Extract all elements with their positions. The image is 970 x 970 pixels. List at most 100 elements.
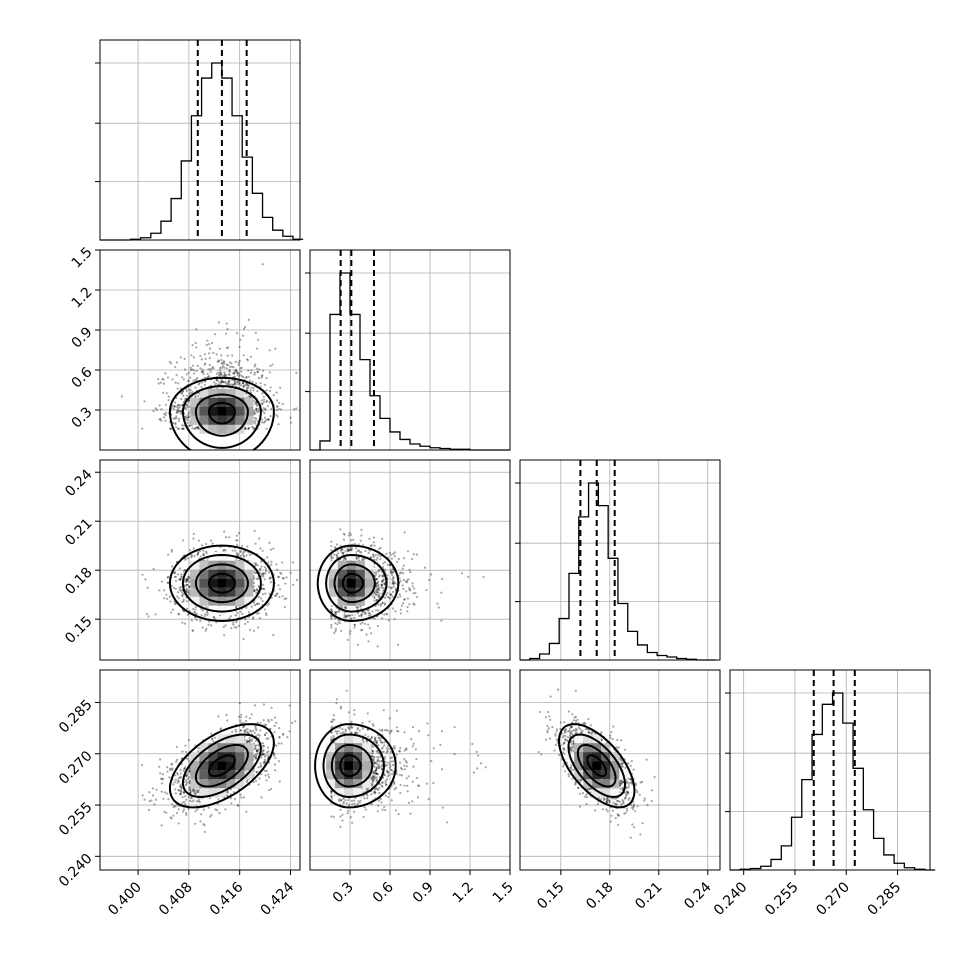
density-cell <box>217 388 227 398</box>
sample-point <box>373 590 376 593</box>
sample-point <box>244 426 247 429</box>
sample-point <box>239 367 242 370</box>
sample-point <box>386 596 389 599</box>
sample-point <box>187 578 190 582</box>
sample-point <box>229 615 232 618</box>
sample-point <box>225 322 228 325</box>
sample-point <box>386 592 389 595</box>
sample-point <box>377 584 380 587</box>
sample-point <box>381 537 384 540</box>
sample-point <box>166 597 169 601</box>
sample-point <box>265 400 268 403</box>
sample-point <box>236 383 239 386</box>
sample-point <box>402 602 405 605</box>
sample-point <box>378 592 381 595</box>
sample-point <box>253 589 256 593</box>
sample-point <box>277 742 280 745</box>
sample-point <box>352 538 355 541</box>
sample-point <box>158 765 161 768</box>
sample-point <box>390 587 393 590</box>
sample-point <box>223 373 226 376</box>
sample-point <box>169 427 172 430</box>
sample-point <box>196 791 199 794</box>
sample-point <box>278 588 282 591</box>
sample-point <box>261 600 264 603</box>
sample-point <box>184 397 187 400</box>
sample-point <box>264 592 267 595</box>
sample-point <box>236 371 239 375</box>
density-cell <box>199 415 209 425</box>
sample-point <box>330 608 333 611</box>
sample-point <box>342 551 345 554</box>
sample-point <box>249 371 252 375</box>
sample-point <box>361 613 364 616</box>
sample-point <box>408 587 411 590</box>
sample-point <box>262 400 265 403</box>
sample-point <box>270 787 273 791</box>
sample-point <box>346 548 349 551</box>
sample-point <box>227 373 230 376</box>
sample-point <box>235 552 238 555</box>
sample-point <box>254 564 257 567</box>
sample-point <box>461 572 464 575</box>
sample-point <box>393 555 396 558</box>
sample-point <box>254 727 257 730</box>
sample-point <box>369 544 372 548</box>
sample-point <box>251 617 254 620</box>
sample-point <box>237 372 240 375</box>
sample-point <box>179 772 182 775</box>
sample-point <box>163 412 166 416</box>
sample-point <box>261 418 264 421</box>
sample-point <box>388 596 391 599</box>
sample-point <box>385 594 388 597</box>
sample-point <box>185 579 188 582</box>
sample-point <box>258 368 261 371</box>
sample-point <box>347 549 350 552</box>
sample-point <box>230 627 233 630</box>
sample-point <box>174 365 177 369</box>
contour-0 <box>341 572 365 594</box>
sample-point <box>376 556 379 560</box>
sample-point <box>222 625 225 629</box>
sample-point <box>175 410 179 413</box>
sample-point <box>368 549 371 552</box>
sample-point <box>202 554 205 557</box>
sample-point <box>227 381 230 384</box>
sample-point <box>212 616 215 619</box>
sample-point <box>273 724 276 728</box>
sample-point <box>343 616 346 619</box>
sample-point <box>389 593 392 596</box>
density-cell <box>328 587 338 597</box>
sample-point <box>393 618 396 621</box>
sample-point <box>349 547 352 550</box>
sample-point <box>391 595 394 598</box>
sample-point <box>219 371 222 374</box>
sample-point <box>246 358 249 361</box>
sample-point <box>234 381 237 384</box>
sample-point <box>279 571 282 574</box>
sample-point <box>408 603 411 606</box>
sample-point <box>195 346 198 349</box>
sample-point <box>262 593 265 596</box>
sample-point <box>217 383 220 386</box>
sample-point <box>335 543 339 546</box>
sample-point <box>350 539 353 542</box>
sample-point <box>346 638 349 642</box>
sample-point <box>356 557 360 560</box>
sample-point <box>217 360 221 363</box>
sample-point <box>379 604 382 607</box>
sample-point <box>222 360 225 363</box>
sample-point <box>252 781 255 784</box>
sample-point <box>197 551 200 554</box>
sample-point <box>238 359 241 363</box>
sample-point <box>173 405 176 408</box>
sample-point <box>245 606 248 609</box>
sample-point <box>257 766 260 769</box>
sample-point <box>177 612 180 616</box>
contour-3 <box>168 544 275 623</box>
sample-point <box>341 548 344 551</box>
sample-point <box>381 580 384 583</box>
sample-point <box>425 589 428 592</box>
sample-point <box>351 547 354 550</box>
sample-point <box>358 550 362 554</box>
